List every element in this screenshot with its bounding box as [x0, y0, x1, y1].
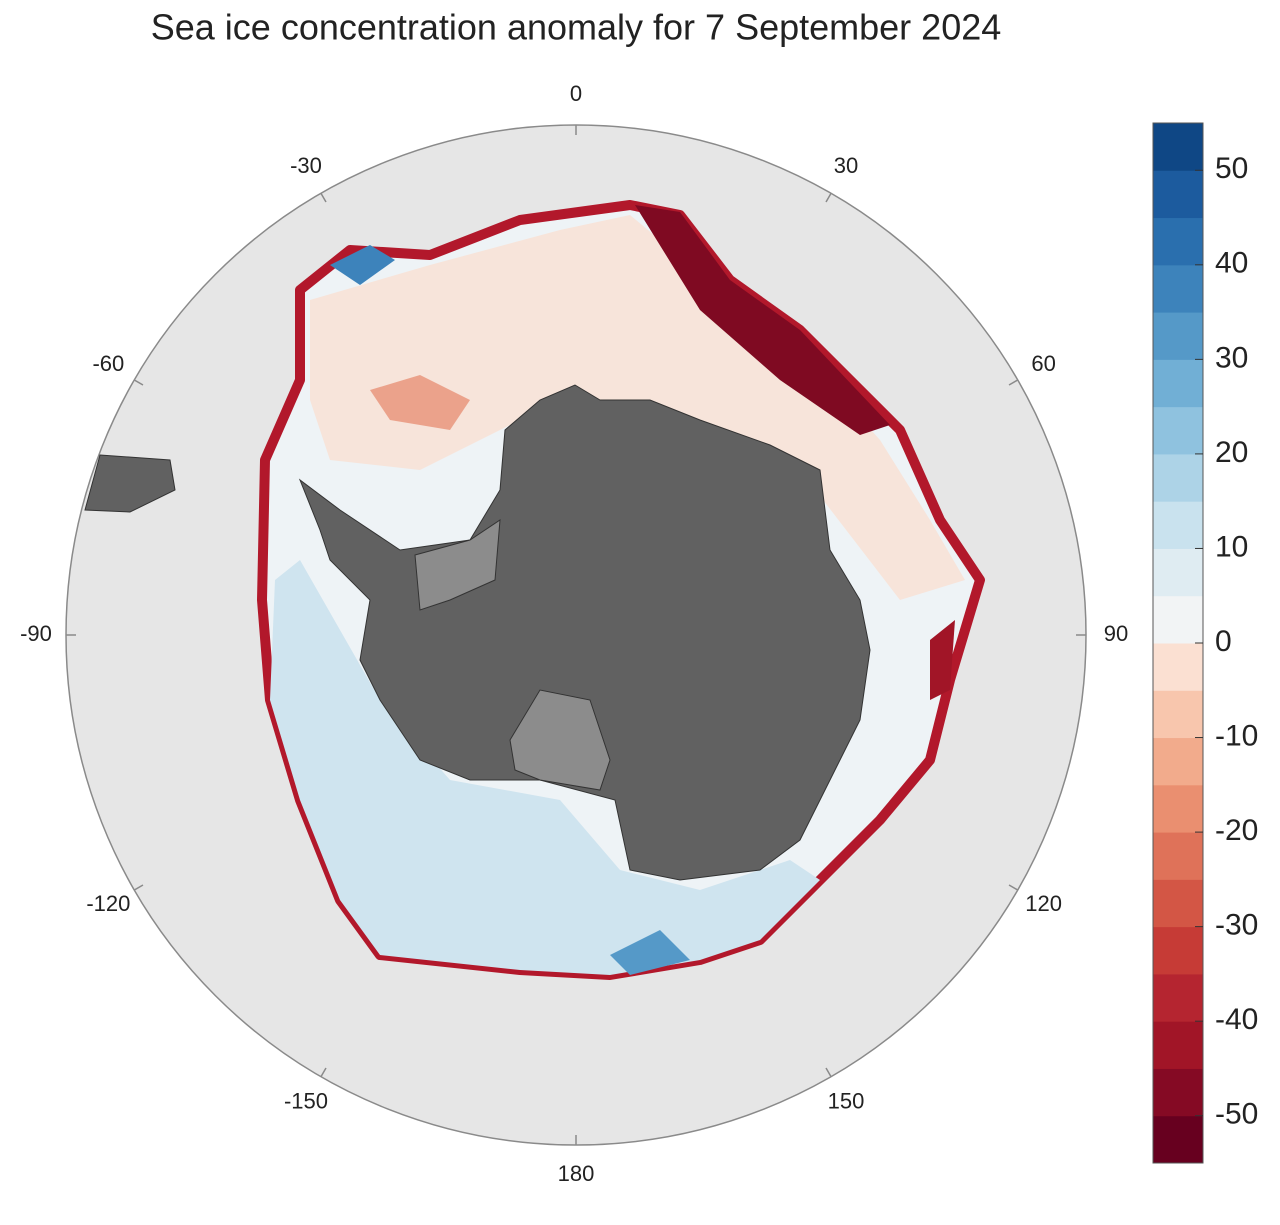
- ice-shelf: [509, 689, 611, 791]
- longitude-tick: [320, 192, 327, 203]
- anomaly-patch-mid: [370, 375, 470, 430]
- colorbar-band: [1153, 926, 1203, 975]
- anomaly-patch-strong: [930, 620, 955, 700]
- longitude-tick: [133, 884, 144, 891]
- longitude-label: -150: [284, 1088, 328, 1113]
- longitude-label: 90: [1104, 621, 1128, 646]
- longitude-label: -120: [86, 891, 130, 916]
- map: [65, 124, 1087, 1146]
- longitude-tick: [133, 379, 144, 386]
- longitude-label: 120: [1025, 891, 1062, 916]
- longitude-tick: [320, 1067, 327, 1078]
- colorbar-tick-label: 30: [1215, 341, 1248, 374]
- colorbar-band: [1153, 879, 1203, 928]
- colorbar-band: [1153, 359, 1203, 408]
- colorbar-band: [1153, 264, 1203, 313]
- antarctica: [298, 384, 871, 881]
- anomaly-patch-positive: [610, 930, 690, 975]
- colorbar-tick-label: 50: [1215, 152, 1248, 185]
- longitude-label: 30: [834, 153, 858, 178]
- ice-shelf: [414, 519, 501, 611]
- longitude-label: -90: [20, 621, 52, 646]
- south-america: [84, 454, 176, 513]
- map-title: Sea ice concentration anomaly for 7 Sept…: [151, 7, 1002, 48]
- colorbar-tick-label: 20: [1215, 436, 1248, 469]
- colorbar-band: [1153, 501, 1203, 549]
- colorbar-tick-label: -40: [1215, 1003, 1258, 1036]
- longitude-label: 60: [1031, 351, 1055, 376]
- longitude-label: -30: [290, 153, 322, 178]
- colorbar-band: [1153, 595, 1203, 644]
- colorbar-band: [1153, 690, 1203, 739]
- colorbar-tick-label: 10: [1215, 530, 1248, 563]
- colorbar-band: [1153, 1021, 1203, 1069]
- colorbar-band: [1153, 217, 1203, 266]
- longitude-tick: [1008, 884, 1019, 891]
- longitude-tick: [825, 192, 832, 203]
- colorbar-band: [1153, 973, 1203, 1022]
- colorbar-band: [1153, 406, 1203, 455]
- colorbar-band: [1153, 784, 1203, 833]
- anomaly-patch-positive: [270, 560, 820, 975]
- colorbar-tick-label: 0: [1215, 625, 1232, 658]
- colorbar-band: [1153, 453, 1203, 502]
- longitude-label: 150: [828, 1088, 865, 1113]
- colorbar-band: [1153, 737, 1203, 786]
- colorbar-band: [1153, 1068, 1203, 1117]
- colorbar-tick-label: 40: [1215, 247, 1248, 280]
- colorbar-tick-label: -20: [1215, 814, 1258, 847]
- longitude-label: -60: [92, 351, 124, 376]
- colorbar-band: [1153, 548, 1203, 597]
- colorbar-tick-label: -50: [1215, 1098, 1258, 1131]
- colorbar-band: [1153, 832, 1203, 880]
- colorbar-tick-label: -10: [1215, 719, 1258, 752]
- longitude-tick: [825, 1067, 832, 1078]
- colorbar-band: [1153, 312, 1203, 360]
- anomaly-patch-positive: [330, 245, 395, 285]
- colorbar-band: [1153, 170, 1203, 219]
- colorbar-band: [1153, 123, 1203, 171]
- colorbar-band: [1153, 643, 1203, 691]
- colorbar-tick-label: -30: [1215, 909, 1258, 942]
- longitude-label: 0: [570, 81, 582, 106]
- longitude-tick: [1008, 379, 1019, 386]
- colorbar-band: [1153, 1115, 1203, 1164]
- anomaly-patch-strong: [635, 205, 890, 435]
- longitude-label: 180: [558, 1161, 595, 1186]
